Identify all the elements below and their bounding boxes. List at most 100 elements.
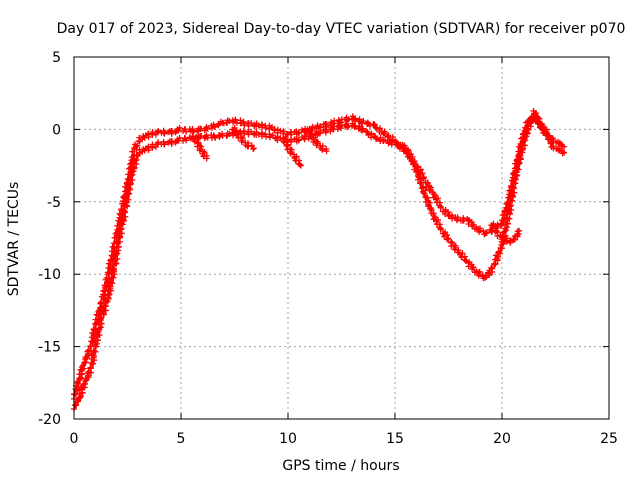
data-point [510,236,517,243]
data-point [154,129,161,136]
x-tick-label: 15 [386,431,404,447]
data-point [477,227,484,234]
data-point [160,138,167,145]
data-point [454,216,461,223]
data-point [470,221,477,228]
data-point [523,125,530,132]
data-point [74,379,81,386]
data-point [155,139,162,146]
data-point [497,244,504,251]
data-point [98,320,105,327]
data-point [186,134,193,141]
data-point [317,129,324,136]
data-point [212,134,219,141]
x-tick-label: 10 [279,431,297,447]
data-point [115,217,122,224]
data-point [491,260,498,267]
data-point [504,208,511,215]
data-point [155,127,162,134]
data-point [449,215,456,222]
data-point [515,160,522,167]
data-point [420,189,427,196]
data-point [406,154,413,161]
data-point [385,132,392,139]
data-point [82,354,89,361]
data-point [434,216,441,223]
data-point [483,230,490,237]
data-point [507,196,514,203]
data-point [338,119,345,126]
data-point [134,142,141,149]
data-point [444,236,451,243]
data-point [323,126,330,133]
data-point [489,265,496,272]
y-tick-label: 0 [52,122,61,138]
data-point [280,128,287,135]
data-point [427,205,434,212]
data-point [317,123,324,130]
series [190,133,210,162]
plot-frame [73,56,610,420]
data-point [74,398,81,405]
data-point [528,114,535,121]
x-tick-label: 20 [493,431,511,447]
data-point [250,145,257,152]
data-point [241,122,248,129]
data-point [352,115,359,122]
data-point [117,226,124,233]
data-point [524,130,531,137]
data-point [176,124,183,131]
y-tick-label: -10 [38,267,61,283]
x-tick-label: 0 [70,431,79,447]
data-point [409,158,416,165]
data-point [79,363,86,370]
data-point [240,128,247,135]
series [70,113,568,402]
data-point [516,227,523,234]
data-point [183,128,190,135]
data-point [160,127,167,134]
data-point [114,255,121,262]
data-point [129,148,136,155]
data-point [107,279,114,286]
data-point [176,135,183,142]
data-point [288,137,295,144]
data-point [504,214,511,221]
data-point [360,125,367,132]
data-point [104,291,111,298]
data-point [352,122,359,129]
data-point [364,129,371,136]
data-point [396,143,403,150]
data-point [465,263,472,270]
chart-title: Day 017 of 2023, Sidereal Day-to-day VTE… [57,21,626,37]
data-point [561,143,568,150]
data-point [129,163,136,170]
data-point [94,329,101,336]
data-series-layer [70,107,568,413]
data-point [266,134,273,141]
data-point [129,176,136,183]
data-point [239,137,246,144]
data-point [418,185,425,192]
data-point [431,191,438,198]
data-point [507,239,514,246]
data-point [295,130,302,137]
data-point [331,117,338,124]
data-point [470,264,477,271]
data-point [245,143,252,150]
series [229,124,257,153]
data-point [373,135,380,142]
data-point [100,311,107,318]
data-point [87,343,94,350]
data-point [85,374,92,381]
data-point [319,146,326,153]
data-point [121,207,128,214]
data-point [495,249,502,256]
data-point [306,133,313,140]
data-point [323,120,330,127]
series [488,220,523,246]
data-point [161,141,168,148]
data-point [248,120,255,127]
y-axis-label: SDTVAR / TECUs [6,182,22,297]
data-point [211,124,218,131]
